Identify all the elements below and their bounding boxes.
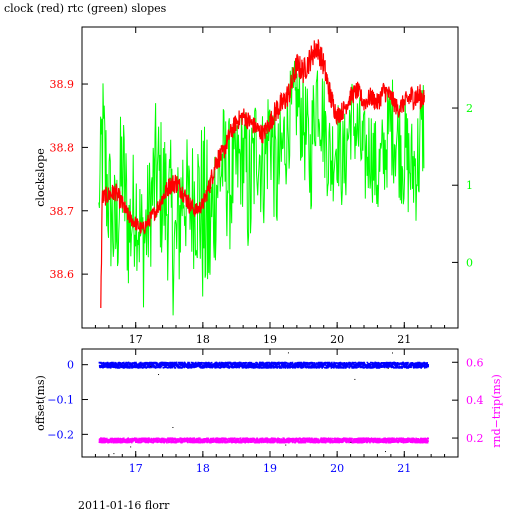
rtc-slope-line bbox=[98, 60, 425, 316]
right-tick-label: 0.6 bbox=[466, 356, 484, 369]
outlier-point bbox=[350, 441, 352, 443]
x-tick-label: 17 bbox=[129, 462, 143, 475]
outlier-point bbox=[158, 374, 160, 376]
outlier-point bbox=[285, 444, 287, 446]
left-tick-label: 38.8 bbox=[50, 141, 75, 154]
outlier-point bbox=[387, 367, 389, 369]
outlier-point bbox=[392, 352, 394, 354]
right-tick-label: 2 bbox=[466, 102, 473, 115]
x-tick-label: 19 bbox=[263, 462, 277, 475]
x-tick-label: 18 bbox=[196, 333, 210, 346]
left-tick-label: 38.7 bbox=[50, 205, 75, 218]
left-tick-label: −0.1 bbox=[47, 394, 74, 407]
outlier-point bbox=[150, 365, 152, 367]
x-tick-label: 21 bbox=[397, 462, 411, 475]
offset-points bbox=[98, 361, 429, 369]
slopes-series bbox=[98, 39, 425, 316]
slopes-panel: 17 18 19 20 21 38.6 38.7 38.8 38.9 0 1 2 clockslope bbox=[34, 26, 473, 346]
rndtrip-points bbox=[98, 437, 429, 444]
outlier-point bbox=[113, 453, 115, 455]
offset-series bbox=[98, 352, 429, 455]
right-tick-label: 1 bbox=[466, 179, 473, 192]
x-tick-label: 18 bbox=[196, 462, 210, 475]
rndtrip-axis-label: rnd−trip(ms) bbox=[490, 374, 503, 448]
x-tick-label: 20 bbox=[330, 462, 344, 475]
left-tick-label: 0 bbox=[67, 359, 74, 372]
x-tick-label: 20 bbox=[330, 333, 344, 346]
footer-caption: 2011-01-16 florr bbox=[78, 499, 170, 512]
outlier-point bbox=[130, 446, 132, 448]
outlier-point bbox=[385, 451, 387, 453]
x-tick-label: 19 bbox=[263, 333, 277, 346]
outlier-point bbox=[172, 426, 174, 428]
offset-axis-label: offset(ms) bbox=[34, 375, 47, 431]
x-tick-label: 21 bbox=[397, 333, 411, 346]
left-tick-label: 38.9 bbox=[50, 78, 75, 91]
left-axis-label: clockslope bbox=[34, 148, 47, 206]
chart-title: clock (red) rtc (green) slopes bbox=[4, 2, 167, 15]
x-tick-label: 17 bbox=[129, 333, 143, 346]
right-tick-label: 0.2 bbox=[466, 432, 484, 445]
right-tick-label: 0 bbox=[466, 256, 473, 269]
outlier-point bbox=[287, 352, 289, 354]
right-tick-label: 0.4 bbox=[466, 394, 484, 407]
offset-panel: 17 18 19 20 21 0 −0.1 −0.2 0.2 0.4 0.6 offset(ms) rn… bbox=[34, 348, 503, 475]
left-tick-label: −0.2 bbox=[47, 428, 74, 441]
outlier-point bbox=[354, 378, 356, 380]
left-tick-label: 38.6 bbox=[50, 268, 75, 281]
clock-slope-line bbox=[100, 39, 425, 309]
